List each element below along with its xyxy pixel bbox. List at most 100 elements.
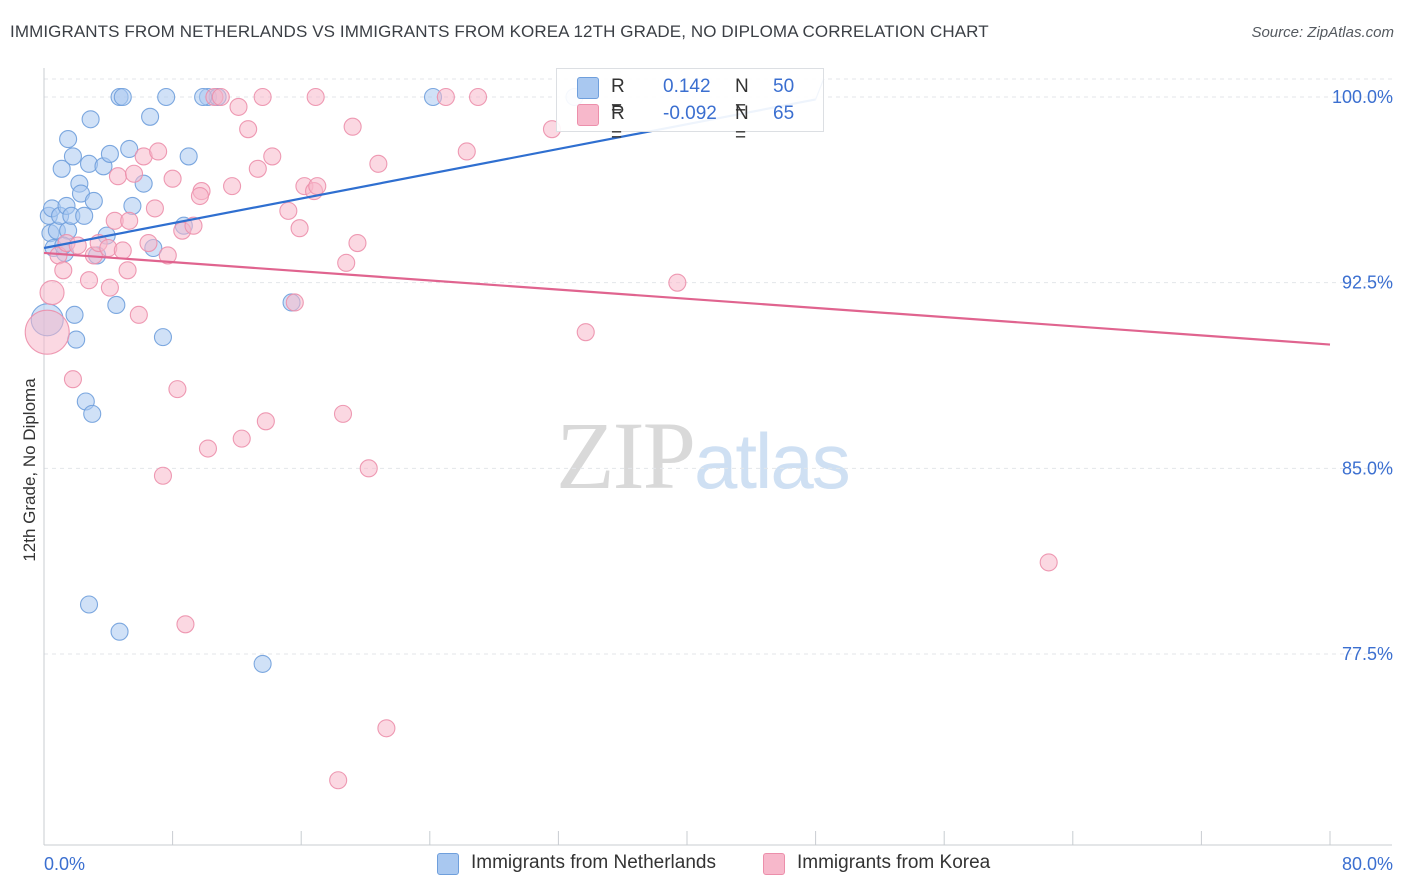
y-tick-label: 77.5% (1342, 644, 1393, 664)
korea-point (343, 117, 362, 136)
korea-point (248, 159, 267, 178)
netherlands-point (75, 206, 94, 225)
korea-legend-swatch (763, 853, 785, 875)
grid-lines (44, 78, 1392, 655)
korea-point (308, 177, 327, 196)
korea-point (113, 241, 132, 260)
korea-point (153, 466, 173, 485)
netherlands-point (157, 87, 176, 107)
netherlands-point (110, 622, 129, 641)
axes (43, 68, 1392, 846)
korea-point (329, 771, 348, 790)
netherlands-point (179, 147, 198, 166)
korea-point (306, 87, 325, 107)
netherlands-point (141, 107, 160, 126)
r-label: R = (611, 103, 625, 146)
korea-point (100, 278, 119, 297)
korea-point (229, 97, 248, 116)
chart-title: IMMIGRANTS FROM NETHERLANDS VS IMMIGRANT… (10, 22, 989, 41)
stats-legend: R = 0.142 N = 50 R = -0.092 N = 65 (556, 68, 824, 146)
data-points (24, 87, 1058, 790)
korea-point (54, 261, 73, 280)
r-value: -0.092 (663, 103, 717, 124)
watermark: ZIPatlas (556, 400, 851, 511)
korea-point (457, 142, 476, 161)
korea-point (576, 323, 595, 342)
netherlands-point (81, 110, 100, 129)
korea-point (263, 147, 282, 166)
korea-point (63, 370, 82, 389)
netherlands-point (59, 130, 78, 149)
netherlands-point (153, 328, 173, 347)
y-tick-label: 100.0% (1332, 87, 1393, 107)
korea-point (158, 246, 177, 265)
watermark-zip: ZIP (556, 402, 696, 509)
netherlands-point (63, 147, 82, 166)
r-label: R = (611, 76, 625, 119)
netherlands-point (113, 87, 132, 107)
netherlands-point (67, 330, 86, 349)
korea-point (168, 380, 187, 399)
korea-point (333, 404, 353, 423)
korea-point (337, 253, 356, 272)
korea-point (124, 164, 144, 183)
series-legend: Immigrants from Netherlands Immigrants f… (0, 852, 1406, 878)
netherlands-point (123, 196, 142, 215)
korea-point (285, 293, 304, 312)
korea-point (348, 234, 367, 253)
x-tick-label-max: 80.0% (1342, 854, 1393, 874)
legend-label: Immigrants from Netherlands (471, 852, 716, 873)
netherlands-point (52, 159, 71, 178)
netherlands-point (83, 404, 102, 423)
n-value: 50 (773, 76, 795, 97)
y-tick-label: 92.5% (1342, 273, 1393, 293)
netherlands-point (107, 295, 126, 314)
n-label: N = (735, 76, 749, 119)
korea-trend-line (43, 251, 1331, 346)
korea-point (211, 87, 230, 107)
netherlands-point (100, 144, 119, 163)
korea-point (223, 177, 242, 196)
korea-point (149, 142, 168, 161)
korea-point (79, 271, 99, 290)
korea-point (377, 719, 396, 738)
n-value: 65 (773, 103, 795, 124)
netherlands-point (253, 654, 272, 673)
korea-point (184, 216, 203, 235)
tick-labels: 77.5% 85.0% 92.5% 100.0% 0.0% 80.0% (44, 87, 1393, 874)
netherlands-point (65, 305, 84, 324)
watermark-atlas: atlas (694, 417, 851, 505)
korea-point (369, 154, 388, 173)
korea-point (290, 219, 309, 238)
y-axis-label: 12th Grade, No Diploma (20, 378, 39, 562)
legend-label: Immigrants from Korea (797, 852, 991, 873)
korea-point (256, 412, 275, 431)
korea-point (24, 309, 70, 355)
korea-point (468, 87, 488, 107)
netherlands-point (79, 595, 99, 614)
korea-point (118, 261, 137, 280)
korea-point (279, 201, 298, 220)
source-label: Source: ZipAtlas.com (1251, 24, 1394, 41)
netherlands-legend-swatch (437, 853, 459, 875)
korea-point (253, 87, 272, 107)
korea-point (108, 167, 127, 186)
korea-point (1039, 553, 1058, 572)
korea-point (145, 199, 164, 218)
netherlands-point (120, 139, 139, 159)
korea-swatch (577, 104, 599, 126)
korea-point (198, 439, 218, 458)
korea-point (232, 429, 251, 448)
korea-point (359, 459, 378, 478)
r-value: 0.142 (663, 76, 711, 97)
netherlands-swatch (577, 77, 599, 99)
x-tick-label-min: 0.0% (44, 854, 85, 874)
korea-point (139, 234, 158, 253)
korea-point (129, 305, 148, 324)
y-tick-label: 85.0% (1342, 458, 1393, 478)
korea-point (239, 120, 258, 139)
korea-point (190, 186, 209, 206)
korea-point (120, 211, 139, 230)
korea-point (668, 273, 687, 292)
